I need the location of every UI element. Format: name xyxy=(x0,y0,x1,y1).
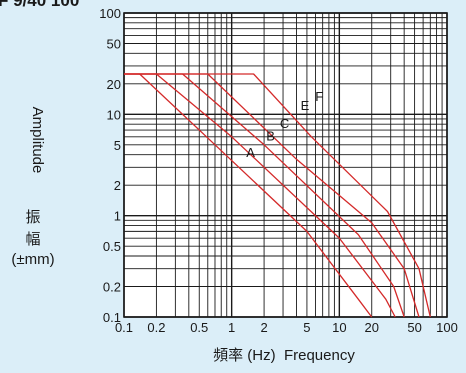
y-axis-label-unit: (±mm) xyxy=(11,251,54,268)
y-tick-label: 5 xyxy=(114,138,121,153)
x-tick-label: 20 xyxy=(365,320,379,335)
series-layer xyxy=(124,73,431,318)
x-tick-label: 2 xyxy=(260,320,267,335)
y-axis-label-chinese-1: 振 xyxy=(25,209,40,226)
x-tick-label: 100 xyxy=(436,320,458,335)
y-tick-label: 0.5 xyxy=(103,239,121,254)
curve-label-E: E xyxy=(301,98,310,113)
y-tick-label: 0.1 xyxy=(103,310,121,325)
y-tick-label: 2 xyxy=(114,178,121,193)
curve-label-B: B xyxy=(266,129,275,144)
x-tick-label: 0.1 xyxy=(115,320,133,335)
y-tick-label: 50 xyxy=(107,37,121,52)
y-tick-label: 0.2 xyxy=(103,279,121,294)
x-tick-label: 10 xyxy=(332,320,346,335)
plot-border xyxy=(123,12,448,318)
y-tick-label: 10 xyxy=(107,107,121,122)
y-axis-label-english: Amplitude xyxy=(29,107,46,174)
x-tick-label: 0.2 xyxy=(147,320,165,335)
x-axis-label: 頻率 (Hz) Frequency xyxy=(213,347,355,364)
curve-label-F: F xyxy=(315,89,323,104)
x-tick-label: 5 xyxy=(303,320,310,335)
y-tick-label: 20 xyxy=(107,77,121,92)
x-tick-label: 0.5 xyxy=(190,320,208,335)
curve-label-A: A xyxy=(246,145,255,160)
y-tick-label: 1 xyxy=(114,209,121,224)
curve-label-C: C xyxy=(280,116,289,131)
x-tick-label: 50 xyxy=(407,320,421,335)
y-tick-labels: 100 50 20 10 5 2 1 0.5 0.2 0.1 xyxy=(99,6,121,325)
x-tick-label: 1 xyxy=(228,320,235,335)
grid-layer xyxy=(123,12,448,318)
y-axis-label-chinese-2: 幅 xyxy=(25,231,40,248)
series-line-F xyxy=(124,73,431,318)
x-tick-labels: 0.1 0.2 0.5 1 2 5 10 20 50 100 xyxy=(115,320,458,335)
y-tick-label: 100 xyxy=(99,6,121,21)
chart-title-fragment: F 9/40 100 xyxy=(0,0,79,10)
